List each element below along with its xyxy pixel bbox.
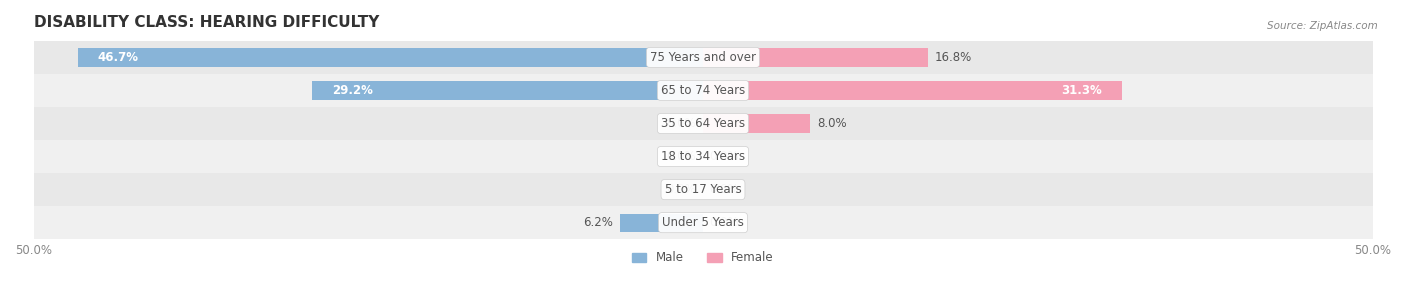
Text: 46.7%: 46.7%: [98, 51, 139, 64]
Bar: [34, 206, 1372, 239]
Text: 0.0%: 0.0%: [710, 150, 740, 163]
Text: 16.8%: 16.8%: [935, 51, 972, 64]
Bar: [34, 41, 1372, 74]
Text: 75 Years and over: 75 Years and over: [650, 51, 756, 64]
Text: Source: ZipAtlas.com: Source: ZipAtlas.com: [1267, 21, 1378, 32]
Text: 8.0%: 8.0%: [817, 117, 846, 130]
Text: DISABILITY CLASS: HEARING DIFFICULTY: DISABILITY CLASS: HEARING DIFFICULTY: [34, 15, 378, 30]
Bar: [34, 74, 1372, 107]
Text: 65 to 74 Years: 65 to 74 Years: [661, 84, 745, 97]
Bar: [703, 114, 810, 132]
Text: 0.0%: 0.0%: [710, 216, 740, 229]
Bar: [34, 107, 1372, 140]
Bar: [34, 173, 1372, 206]
Text: 31.3%: 31.3%: [1062, 84, 1102, 97]
Text: 6.2%: 6.2%: [583, 216, 613, 229]
Text: 0.0%: 0.0%: [666, 183, 696, 196]
Bar: [620, 214, 703, 232]
Bar: [703, 81, 1122, 99]
Bar: [77, 48, 703, 66]
Text: 5 to 17 Years: 5 to 17 Years: [665, 183, 741, 196]
Bar: [34, 140, 1372, 173]
Text: Under 5 Years: Under 5 Years: [662, 216, 744, 229]
Bar: [312, 81, 703, 99]
Text: 29.2%: 29.2%: [332, 84, 373, 97]
Legend: Male, Female: Male, Female: [627, 247, 779, 269]
Bar: [703, 48, 928, 66]
Text: 35 to 64 Years: 35 to 64 Years: [661, 117, 745, 130]
Text: 18 to 34 Years: 18 to 34 Years: [661, 150, 745, 163]
Text: 0.0%: 0.0%: [710, 183, 740, 196]
Text: 0.0%: 0.0%: [666, 117, 696, 130]
Text: 0.0%: 0.0%: [666, 150, 696, 163]
